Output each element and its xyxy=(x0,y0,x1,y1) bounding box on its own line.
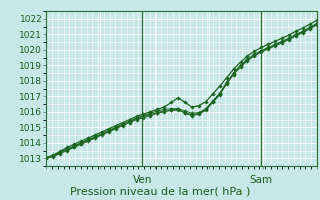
Text: Pression niveau de la mer( hPa ): Pression niveau de la mer( hPa ) xyxy=(70,186,250,196)
Text: Sam: Sam xyxy=(250,175,273,185)
Text: Ven: Ven xyxy=(133,175,152,185)
